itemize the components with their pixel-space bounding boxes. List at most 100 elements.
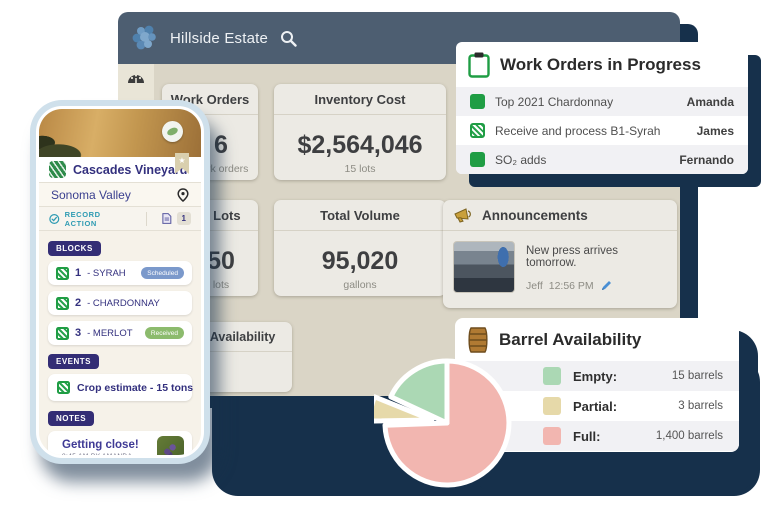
vineyard-rows-icon [49,161,66,178]
legend-value: 3 barrels [678,400,723,412]
card-value: 6 [214,131,228,159]
pie-slice-partial [374,394,435,424]
block-row-merlot[interactable]: 3 - MERLOT Received [48,321,192,345]
note-meta: 8:45 AM BY AMANDA [62,452,133,458]
card-title: Total Volume [274,200,446,231]
filled-square-icon [470,152,485,167]
section-label-blocks: BLOCKS [48,241,101,256]
card-subtitle: 15 lots [344,163,376,175]
hatched-square-icon [56,266,69,280]
work-order-task: SO₂ adds [495,152,547,167]
block-row-chardonnay[interactable]: 2 - CHARDONNAY [48,291,192,315]
work-orders-popup-title: Work Orders in Progress [500,55,701,74]
block-name: - CHARDONNAY [87,297,160,309]
work-order-row[interactable]: Top 2021 Chardonnay Amanda [456,87,748,116]
announcement-photo [453,241,515,293]
dashboard-gauge-icon[interactable] [127,70,145,86]
clipboard-icon [468,52,490,78]
work-order-task: Receive and process B1-Syrah [495,123,661,138]
announcement-time: 12:56 PM [548,279,594,292]
filled-square-icon [470,94,485,109]
region-name: Sonoma Valley [51,187,131,202]
grapes-photo [157,435,184,455]
announcements-title: Announcements [482,207,588,223]
document-icon[interactable] [162,212,172,225]
card-title: Inventory Cost [274,84,446,115]
document-count-badge[interactable]: 1 [176,212,191,225]
block-name: - SYRAH [87,267,126,279]
card-inventory-cost[interactable]: Inventory Cost $2,564,046 15 lots [274,84,446,180]
region-row: Sonoma Valley [39,183,201,207]
block-number: 2 [75,297,82,309]
legend-value: 1,400 barrels [655,430,723,442]
vineyard-name: Cascades Vineyard [73,162,188,177]
block-row-syrah[interactable]: 1 - SYRAH Scheduled [48,261,192,285]
announcement-meta: Jeff 12:56 PM [526,279,667,292]
block-number: 3 [75,327,82,339]
legend-value: 15 barrels [671,370,723,382]
legend-row: Empty: 15 barrels [455,361,739,391]
hatched-square-icon [470,123,485,138]
legend-swatch-partial [543,397,561,415]
hatched-square-icon [57,381,70,394]
work-order-assignee: Amanda [686,94,734,109]
divider [145,211,147,226]
status-badge: Received [144,327,184,339]
check-circle-icon [49,213,60,224]
note-title: Getting close! [62,438,139,451]
card-subtitle: gallons [343,279,377,291]
work-orders-popup-header: Work Orders in Progress [456,42,748,87]
phone-mockup: Cascades Vineyard ★ Sonoma Valley RECORD… [30,100,210,464]
card-subtitle: lots [212,279,230,291]
megaphone-icon [454,208,471,223]
status-badge: Scheduled [141,267,184,279]
announcement-item: New press arrives tomorrow. Jeff 12:56 P… [443,231,677,303]
work-order-row[interactable]: Receive and process B1-Syrah James [456,116,748,145]
bookmark-ribbon-icon[interactable]: ★ [175,153,189,174]
legend-swatch-empty [543,367,561,385]
barrel-popup-title: Barrel Availability [499,330,642,349]
card-announcements[interactable]: Announcements New press arrives tomorrow… [443,200,677,308]
legend-row: Partial: 3 barrels [455,391,739,421]
card-value: 50 [207,247,235,275]
section-label-events: EVENTS [48,354,100,369]
location-pin-icon[interactable] [177,187,189,202]
grapes-logo-icon [132,25,156,50]
work-orders-popup: Work Orders in Progress Top 2021 Chardon… [456,42,748,174]
action-row: RECORD ACTION 1 [39,207,201,231]
hatched-square-icon [56,296,69,310]
barrel-icon [468,327,488,353]
record-action-button[interactable]: RECORD ACTION [64,209,101,228]
work-order-task: Top 2021 Chardonnay [495,94,614,109]
work-order-row[interactable]: SO₂ adds Fernando [456,145,748,174]
leaf-badge-icon[interactable] [162,121,183,142]
vineyard-photo [39,109,201,157]
vineyard-name-row: Cascades Vineyard ★ [39,153,201,183]
work-order-assignee: Fernando [679,152,734,167]
legend-label: Empty: [573,368,618,384]
note-card[interactable]: Getting close! 8:45 AM BY AMANDA [48,431,192,458]
event-text: Crop estimate - 15 tons [77,381,194,394]
announcement-message: New press arrives tomorrow. [526,245,619,269]
announcements-header: Announcements [443,200,677,231]
announcement-author: Jeff [526,279,543,292]
card-value: 95,020 [321,247,399,275]
phone-screen: Cascades Vineyard ★ Sonoma Valley RECORD… [36,106,204,458]
phone-body: BLOCKS 1 - SYRAH Scheduled 2 - CHARDONNA… [39,231,201,458]
block-name: - MERLOT [87,327,133,339]
barrel-popup-header: Barrel Availability [455,318,739,361]
pie-slice-empty [388,358,450,426]
block-number: 1 [75,267,82,279]
legend-label: Full: [573,428,601,444]
legend-label: Partial: [573,398,618,414]
legend-swatch-full [543,427,561,445]
hatched-square-icon [56,326,69,340]
search-icon[interactable] [280,30,297,47]
card-total-volume[interactable]: Total Volume 95,020 gallons [274,200,446,296]
event-row[interactable]: Crop estimate - 15 tons [48,374,194,401]
card-value: $2,564,046 [297,131,423,159]
section-label-notes: NOTES [48,411,95,426]
app-title: Hillside Estate [170,29,269,47]
edit-pencil-icon[interactable] [600,279,613,292]
